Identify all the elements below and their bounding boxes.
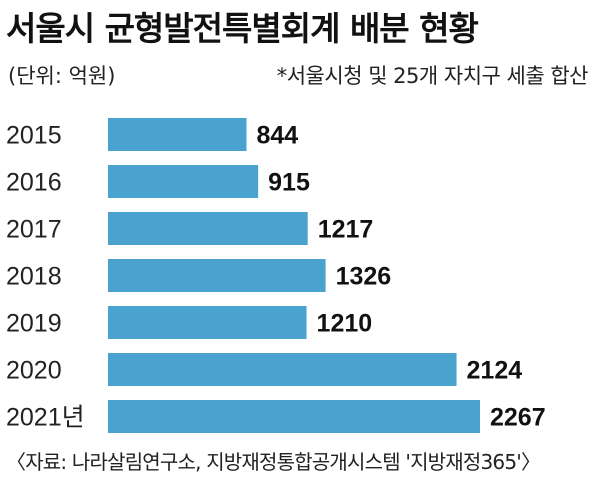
bar: [108, 259, 326, 292]
bar-chart: 2015 844 2016 915 2017 1217 2018 1326 2019 1210 20…: [6, 118, 546, 433]
value-label: 915: [268, 169, 310, 197]
bar: [108, 165, 259, 198]
category-label: 2016: [6, 169, 62, 197]
unit-label: (단위: 억원): [8, 64, 116, 88]
category-label: 2020: [6, 357, 62, 385]
value-label: 1326: [336, 263, 392, 291]
value-label: 844: [256, 122, 298, 150]
bar: [108, 118, 247, 151]
footnote: *서울시청 및 25개 자치구 세출 합산: [276, 64, 589, 88]
category-label: 2015: [6, 122, 62, 150]
bar: [108, 353, 457, 386]
chart-title: 서울시 균형발전특별회계 배분 현황: [6, 9, 479, 48]
bar: [108, 306, 307, 339]
value-label: 2267: [490, 404, 546, 432]
source-note: 〈자료: 나라살림연구소, 지방재정통합공개시스템 '지방재정365'〉: [6, 450, 541, 474]
value-label: 1210: [317, 310, 373, 338]
category-label: 2017: [6, 216, 62, 244]
value-label: 2124: [467, 357, 523, 385]
bar: [108, 400, 480, 433]
category-label: 2019: [6, 310, 62, 338]
value-label: 1217: [318, 216, 374, 244]
category-label: 2018: [6, 263, 62, 291]
bar: [108, 212, 308, 245]
category-label: 2021년: [6, 404, 85, 432]
